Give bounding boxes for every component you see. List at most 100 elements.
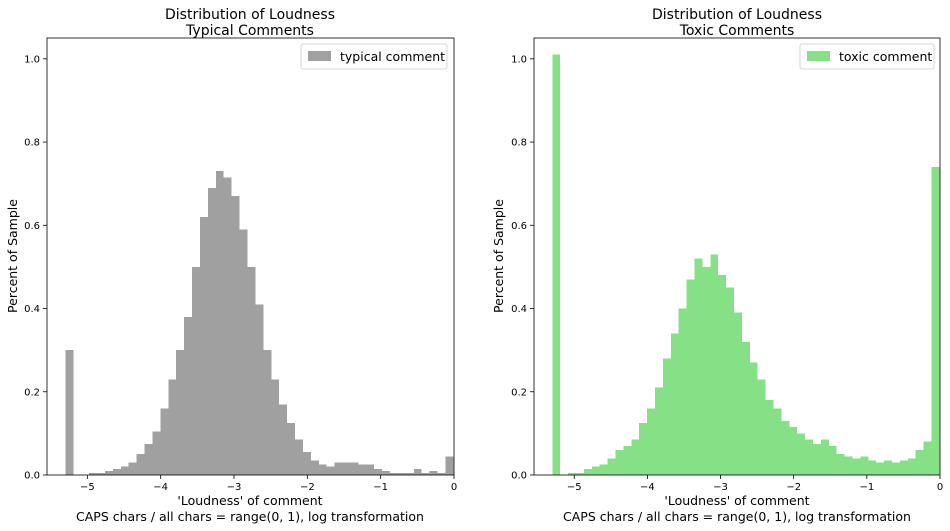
histogram-bar <box>868 460 877 475</box>
histogram-bar <box>575 472 584 475</box>
chart-subtitle: Toxic Comments <box>679 23 795 39</box>
histogram-bar <box>342 462 351 475</box>
histogram-bar <box>350 462 359 475</box>
histogram-bar <box>184 316 193 475</box>
bars <box>65 171 454 476</box>
x-tick-label: −1 <box>373 482 388 493</box>
histogram-bar <box>765 400 774 475</box>
panel-typical-comments: Distribution of Loudness Typical Comment… <box>5 7 457 524</box>
histogram-bar <box>781 420 790 475</box>
histogram-bar <box>397 472 406 475</box>
histogram-bar <box>223 177 232 476</box>
histogram-bar <box>65 350 74 475</box>
y-axis-label: Percent of Sample <box>491 199 506 313</box>
y-tick-label: 0.0 <box>24 471 40 482</box>
x-tick-label: −5 <box>567 482 582 493</box>
histogram-bar <box>239 229 248 475</box>
histogram-bar <box>382 470 391 475</box>
legend-box <box>799 43 935 70</box>
x-ticks: −5 −4 −3 −2 −1 0 <box>567 475 943 493</box>
histogram-bar <box>176 350 185 475</box>
y-tick-label: 0.4 <box>24 304 40 315</box>
histogram-bar <box>591 466 600 475</box>
bars <box>552 54 940 476</box>
legend-label: typical comment <box>340 49 445 64</box>
histogram-bar <box>749 362 758 475</box>
histogram-bar <box>726 287 734 475</box>
histogram-bar <box>741 341 750 475</box>
chart-title: Distribution of Loudness <box>652 7 822 23</box>
histogram-bar <box>773 408 782 475</box>
histogram-bar <box>923 441 932 475</box>
histogram-bar <box>199 216 208 475</box>
histogram-bar <box>144 443 153 475</box>
histogram-bar <box>892 462 900 475</box>
y-tick-label: 0.8 <box>511 138 527 149</box>
histogram-bar <box>192 266 200 475</box>
histogram-bar <box>662 358 671 475</box>
x-ticks: −5 −4 −3 −2 −1 0 <box>80 475 457 493</box>
legend: typical comment <box>300 43 448 70</box>
histogram-bar <box>231 196 240 475</box>
histogram-bar <box>279 404 288 475</box>
histogram-bar <box>686 279 695 475</box>
histogram-bar <box>215 171 224 475</box>
histogram-bar <box>876 462 885 475</box>
x-axis-label: 'Loudness' of comment <box>664 493 809 508</box>
y-ticks: 0.0 0.2 0.4 0.6 0.8 1.0 <box>511 54 534 482</box>
histogram-bar <box>599 464 608 475</box>
histogram-bar <box>302 452 311 475</box>
y-tick-label: 0.2 <box>24 387 40 398</box>
x-tick-label: −4 <box>153 482 168 493</box>
legend: toxic comment <box>799 43 935 70</box>
histogram-bar <box>405 472 414 475</box>
histogram-bar <box>310 460 319 475</box>
y-ticks: 0.0 0.2 0.4 0.6 0.8 1.0 <box>24 54 47 482</box>
histogram-bar <box>797 433 806 475</box>
x-tick-label: −3 <box>227 482 242 493</box>
histogram-bar <box>718 275 727 475</box>
histogram-bar <box>647 408 655 475</box>
histogram-bar <box>207 187 216 475</box>
histogram-bar <box>326 466 335 475</box>
histogram-bar <box>152 431 161 475</box>
histogram-bar <box>884 460 893 475</box>
x-tick-label: −2 <box>300 482 315 493</box>
histogram-bar <box>287 422 296 475</box>
histogram-bar <box>702 266 711 475</box>
histogram-bar <box>366 464 375 475</box>
y-tick-label: 0.8 <box>24 138 40 149</box>
histogram-bar <box>789 427 798 475</box>
histogram-bar <box>670 333 679 475</box>
y-tick-label: 0.0 <box>511 471 527 482</box>
legend-swatch <box>807 51 830 61</box>
histogram-bar <box>615 450 624 475</box>
histogram-bar <box>318 464 327 475</box>
histogram-bar <box>128 462 137 475</box>
histogram-bar <box>104 470 113 475</box>
y-tick-label: 0.2 <box>511 387 527 398</box>
x-tick-label: −4 <box>640 482 655 493</box>
histogram-bar <box>915 450 924 475</box>
y-tick-label: 1.0 <box>511 54 527 65</box>
histogram-bar <box>97 472 105 475</box>
histogram-bar <box>552 54 561 476</box>
histogram-bar <box>734 312 742 475</box>
histogram-bar <box>623 445 632 475</box>
x-tick-label: −2 <box>786 482 801 493</box>
histogram-bar <box>931 167 940 475</box>
histogram-bar <box>112 468 121 475</box>
legend-label: toxic comment <box>839 49 932 64</box>
y-tick-label: 0.6 <box>511 221 527 232</box>
histogram-bar <box>160 408 169 475</box>
x-tick-label: −3 <box>713 482 728 493</box>
histogram-bar <box>358 464 367 475</box>
histogram-bar <box>445 456 454 475</box>
x-axis-sublabel: CAPS chars / all chars = range(0, 1), lo… <box>563 509 911 524</box>
histogram-bar <box>255 304 264 475</box>
histogram-bar <box>836 454 845 475</box>
x-tick-label: −5 <box>80 482 95 493</box>
histogram-bar <box>295 439 303 475</box>
histogram-bar <box>413 468 422 475</box>
histogram-bar <box>655 387 663 475</box>
